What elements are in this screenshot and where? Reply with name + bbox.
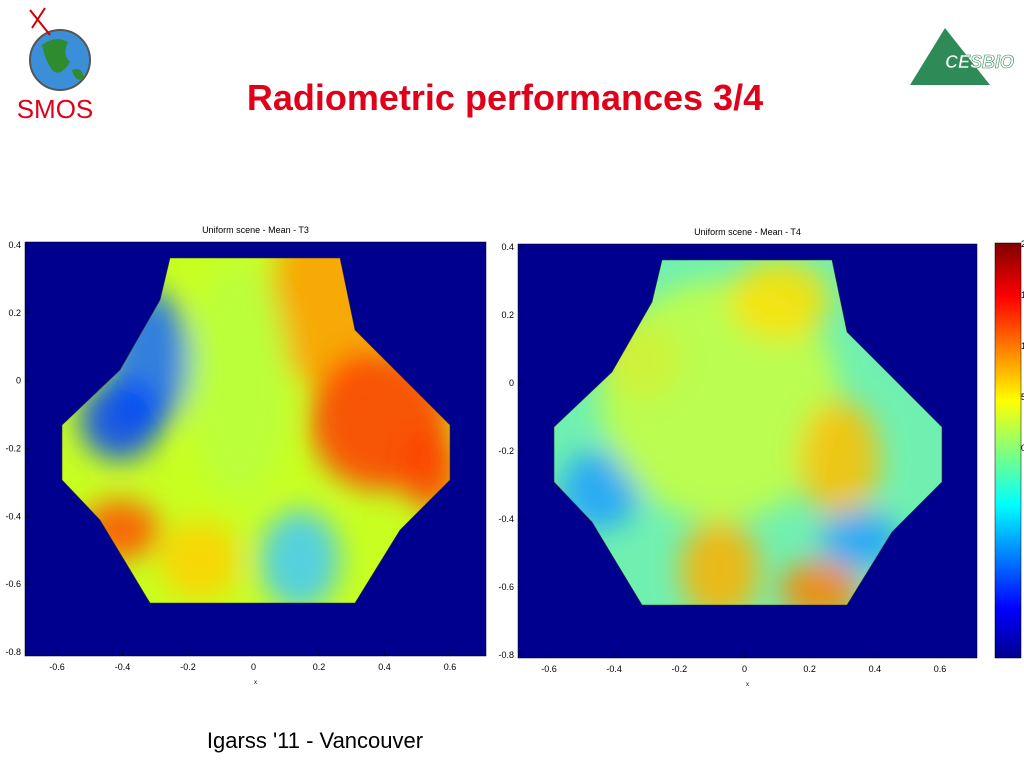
heatmap-blob: [190, 260, 290, 500]
y-tick-label: -0.8: [498, 650, 514, 660]
heatmap-blob: [260, 510, 340, 603]
x-tick-label: -0.2: [672, 664, 688, 674]
x-tick-label: -0.6: [541, 664, 557, 674]
y-tick-label: 0: [509, 378, 514, 388]
logo-text: CESBIO: [945, 52, 1014, 72]
x-tick-label: 0: [742, 664, 747, 674]
colorbar-label: 5: [1021, 392, 1024, 402]
x-axis-label: x: [254, 680, 257, 686]
y-tick-label: -0.4: [498, 514, 514, 524]
x-tick-label: -0.2: [180, 662, 196, 672]
y-tick-label: -0.2: [498, 446, 514, 456]
x-tick-label: 0.6: [934, 664, 947, 674]
heatmap: [62, 258, 450, 603]
y-tick-label: -0.2: [5, 444, 21, 454]
colorbar-label: 1: [1021, 341, 1024, 351]
colorbar-label: 1: [1021, 290, 1024, 300]
colorbar: [994, 242, 1022, 659]
heatmap-blob: [160, 520, 240, 600]
heatmap-outline: [553, 259, 943, 606]
x-tick-label: -0.4: [115, 662, 131, 672]
y-tick-label: -0.6: [498, 582, 514, 592]
y-tick-label: 0.4: [8, 240, 21, 250]
y-tick-label: -0.6: [5, 579, 21, 589]
heatmap-blob: [680, 520, 760, 605]
y-tick-label: 0.2: [501, 310, 514, 320]
y-tick-label: -0.4: [5, 511, 21, 521]
y-tick-label: 0.2: [8, 308, 21, 318]
footer: Igarss '11 - Vancouver: [207, 728, 423, 753]
y-tick-label: 0.4: [501, 242, 514, 252]
plot: [24, 241, 487, 657]
logo-text: SMOS: [17, 94, 94, 124]
x-tick-label: 0.2: [313, 662, 326, 672]
heatmap-blob: [270, 258, 390, 390]
x-tick-label: -0.4: [606, 664, 622, 674]
heatmap-blob: [800, 400, 880, 520]
x-tick-label: 0.4: [869, 664, 882, 674]
slide-title: Radiometric performances 3/4: [247, 77, 763, 118]
x-tick-label: 0: [251, 662, 256, 672]
smos-logo: SMOS: [17, 7, 94, 124]
plot-title: Uniform scene - Mean - T4: [694, 227, 801, 237]
heatmap-blob: [80, 380, 160, 460]
x-axis-label: x: [746, 682, 749, 688]
cesbio-logo: CESBIO: [910, 28, 1014, 85]
x-tick-label: 0.4: [378, 662, 391, 672]
y-tick-label: -0.8: [5, 647, 21, 657]
plot: [517, 243, 978, 659]
colorbar-label: 2: [1021, 239, 1024, 249]
heatmap-blob: [730, 260, 830, 340]
y-tick-label: 0: [16, 376, 21, 386]
x-tick-label: -0.6: [49, 662, 65, 672]
colorbar-label: 0: [1021, 443, 1024, 453]
plot-title: Uniform scene - Mean - T3: [202, 225, 309, 235]
heatmap-blob: [780, 560, 860, 605]
x-tick-label: 0.2: [803, 664, 816, 674]
heatmap-outline: [61, 257, 451, 604]
x-tick-label: 0.6: [444, 662, 457, 672]
